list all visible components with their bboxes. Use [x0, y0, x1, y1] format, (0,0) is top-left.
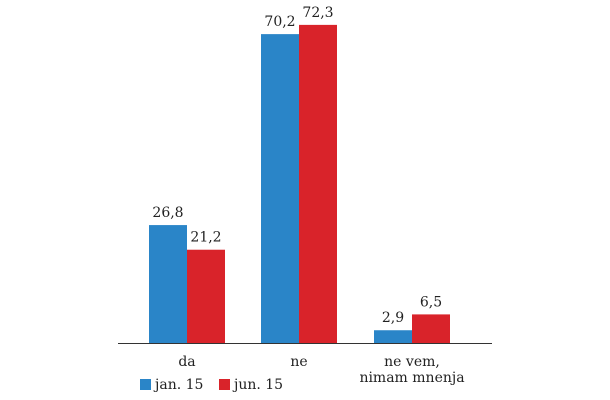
bar-ne-jun	[299, 24, 337, 343]
bars-group	[149, 24, 450, 344]
value-label: 21,2	[190, 230, 221, 246]
value-label: 26,8	[152, 205, 183, 221]
value-label: 70,2	[264, 14, 295, 30]
bar-ne-jan	[261, 34, 299, 344]
value-label: 6,5	[420, 294, 442, 310]
category-label: nimam mnenja	[359, 370, 464, 386]
legend-swatch	[219, 379, 230, 390]
bar-ne-vem-jun	[412, 314, 450, 343]
value-label: 72,3	[302, 5, 333, 21]
legend-label: jun. 15	[232, 377, 283, 393]
legend: jan. 15 jun. 15	[140, 377, 283, 393]
category-label: ne vem,	[384, 354, 440, 370]
category-labels-group: da ne ne vem,nimam mnenja	[178, 354, 464, 386]
bar-da-jun	[187, 249, 225, 343]
value-labels-group: 26,8 21,2 70,2 72,3 2,9 6,5	[152, 5, 442, 326]
category-label: da	[178, 354, 195, 370]
bar-ne-vem-jan	[374, 330, 412, 343]
value-label: 2,9	[382, 310, 404, 326]
legend-label: jan. 15	[153, 377, 203, 393]
legend-swatch	[140, 379, 151, 390]
category-label: ne	[290, 354, 307, 370]
bar-da-jan	[149, 225, 187, 343]
